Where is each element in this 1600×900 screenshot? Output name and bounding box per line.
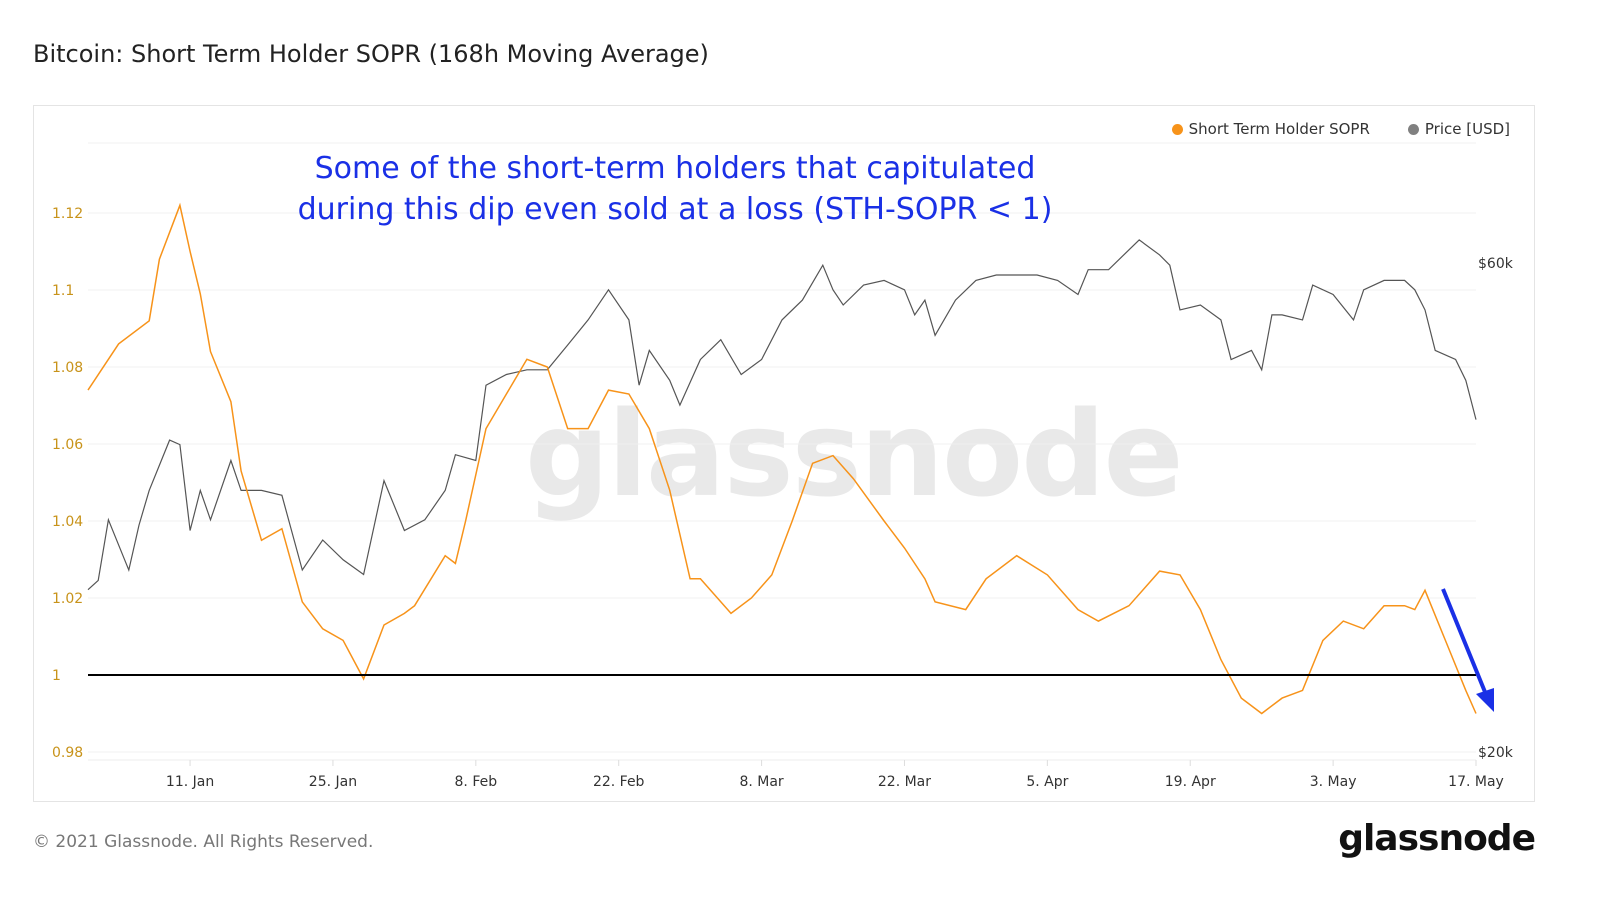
watermark: glassnode — [525, 385, 1184, 523]
gridlines — [88, 142, 1476, 761]
y-left-tick-label: 1.04 — [52, 514, 83, 530]
y-right-tick-label: $20k — [1478, 745, 1514, 761]
x-tick-label: 19. Apr — [1165, 774, 1216, 790]
y-left-tick-label: 1 — [52, 668, 61, 684]
x-tick-label: 3. May — [1310, 774, 1357, 790]
arrow-shaft — [1441, 588, 1487, 693]
y-left-tick-label: 1.06 — [52, 437, 83, 453]
y-axis-left: 0.98 1 1.02 1.04 1.06 1.08 1.1 1.12 — [52, 206, 83, 761]
series-lines — [87, 202, 1477, 715]
y-right-tick-label: $60k — [1478, 256, 1514, 272]
glassnode-logo: glassnode — [1338, 818, 1536, 859]
legend-dot-sopr — [1171, 123, 1183, 135]
legend: Short Term Holder SOPR Price [USD] — [1171, 120, 1510, 138]
y-left-tick-label: 1.08 — [52, 360, 83, 376]
legend-dot-price — [1407, 123, 1419, 135]
y-left-tick-label: 1.12 — [52, 206, 83, 222]
y-left-tick-label: 0.98 — [52, 745, 83, 761]
x-tick-label: 8. Feb — [455, 774, 498, 790]
chart-panel — [33, 105, 1535, 802]
sopr-line — [87, 202, 1477, 715]
legend-label-price: Price [USD] — [1424, 120, 1510, 138]
annotation-line-1: Some of the short-term holders that capi… — [314, 151, 1036, 186]
y-left-tick-label: 1.02 — [52, 591, 83, 607]
annotation-arrow — [1441, 588, 1494, 712]
x-tick-label: 5. Apr — [1026, 774, 1068, 790]
x-axis: 11. Jan 25. Jan 8. Feb 22. Feb 8. Mar 22. Mar… — [166, 760, 1504, 790]
y-left-tick-label: 1.1 — [52, 283, 74, 299]
x-tick-label: 22. Feb — [593, 774, 645, 790]
x-tick-label: 8. Mar — [739, 774, 783, 790]
y-axis-right: $20k $60k — [1478, 256, 1514, 761]
x-tick-label: 11. Jan — [166, 774, 214, 790]
copyright: © 2021 Glassnode. All Rights Reserved. — [33, 832, 374, 852]
chart-annotation: Some of the short-term holders that capi… — [250, 148, 1100, 230]
x-tick-label: 17. May — [1448, 774, 1504, 790]
x-tick-label: 22. Mar — [878, 774, 931, 790]
price-line — [87, 239, 1477, 591]
x-tick-label: 25. Jan — [309, 774, 357, 790]
arrow-head-icon — [1476, 688, 1494, 712]
annotation-line-2: during this dip even sold at a loss (STH… — [297, 192, 1053, 227]
legend-item-price[interactable]: Price [USD] — [1407, 120, 1510, 138]
page-title: Bitcoin: Short Term Holder SOPR (168h Mo… — [33, 40, 709, 68]
legend-label-sopr: Short Term Holder SOPR — [1188, 120, 1370, 138]
legend-item-sopr[interactable]: Short Term Holder SOPR — [1171, 120, 1370, 138]
